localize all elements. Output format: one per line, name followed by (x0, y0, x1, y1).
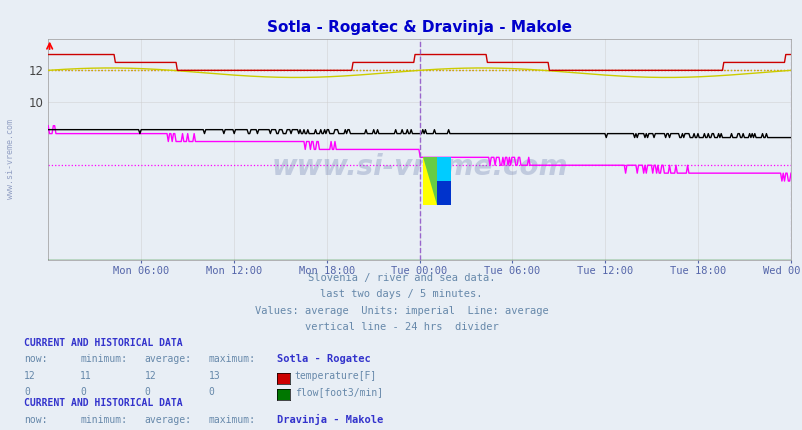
Text: now:: now: (24, 415, 47, 425)
Text: 0: 0 (80, 387, 86, 397)
Text: Values: average  Units: imperial  Line: average: Values: average Units: imperial Line: av… (254, 306, 548, 316)
Text: CURRENT AND HISTORICAL DATA: CURRENT AND HISTORICAL DATA (24, 338, 183, 348)
Bar (422, 157, 436, 205)
Text: maximum:: maximum: (209, 415, 256, 425)
Text: 0: 0 (144, 387, 150, 397)
Text: average:: average: (144, 354, 192, 365)
Text: maximum:: maximum: (209, 354, 256, 365)
Polygon shape (422, 157, 436, 205)
Bar (436, 157, 450, 181)
Title: Sotla - Rogatec & Dravinja - Makole: Sotla - Rogatec & Dravinja - Makole (267, 20, 571, 35)
Text: 12: 12 (24, 371, 36, 381)
Text: minimum:: minimum: (80, 354, 128, 365)
Text: 11: 11 (80, 371, 92, 381)
Text: www.si-vreme.com: www.si-vreme.com (271, 153, 567, 181)
Text: now:: now: (24, 354, 47, 365)
Bar (436, 181, 450, 205)
Text: Sotla - Rogatec: Sotla - Rogatec (277, 354, 371, 365)
Text: CURRENT AND HISTORICAL DATA: CURRENT AND HISTORICAL DATA (24, 398, 183, 408)
Text: 0: 0 (24, 387, 30, 397)
Text: average:: average: (144, 415, 192, 425)
Text: 0: 0 (209, 387, 214, 397)
Text: vertical line - 24 hrs  divider: vertical line - 24 hrs divider (304, 322, 498, 332)
Text: www.si-vreme.com: www.si-vreme.com (6, 119, 15, 199)
Text: temperature[F]: temperature[F] (294, 371, 376, 381)
Text: 13: 13 (209, 371, 221, 381)
Text: last two days / 5 minutes.: last two days / 5 minutes. (320, 289, 482, 299)
Text: minimum:: minimum: (80, 415, 128, 425)
Text: Dravinja - Makole: Dravinja - Makole (277, 414, 383, 425)
Text: 12: 12 (144, 371, 156, 381)
Text: Slovenia / river and sea data.: Slovenia / river and sea data. (307, 273, 495, 283)
Text: flow[foot3/min]: flow[foot3/min] (294, 387, 383, 397)
